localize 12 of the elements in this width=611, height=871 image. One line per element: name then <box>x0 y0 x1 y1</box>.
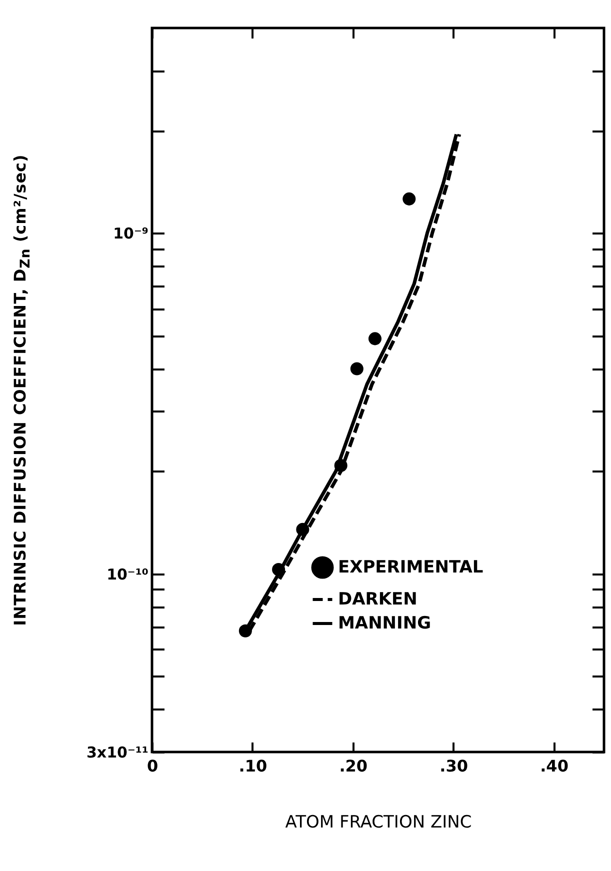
y-tick-label: 10⁻¹⁰ <box>106 565 148 584</box>
y-tick-label: 3x10⁻¹¹ <box>86 744 148 762</box>
legend-label: EXPERIMENTAL <box>338 558 484 578</box>
x-tick-label: .10 <box>238 756 268 776</box>
x-tick-label: 0 <box>146 756 158 776</box>
x-tick-label: .30 <box>440 756 468 776</box>
y-tick-label: 10⁻⁹ <box>113 224 148 243</box>
legend-label: DARKEN <box>338 590 418 610</box>
legend-label: MANNING <box>338 614 432 634</box>
x-axis-title: ATOM FRACTION ZINC <box>285 812 472 832</box>
x-tick-label: .20 <box>339 756 368 776</box>
x-tick-label: .40 <box>540 756 568 776</box>
